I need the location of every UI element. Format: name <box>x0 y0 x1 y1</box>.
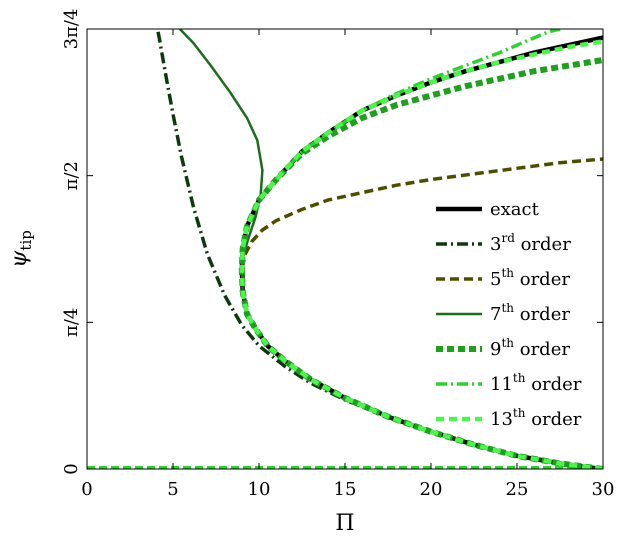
series-line-3 <box>179 29 264 315</box>
y-tick-label-1: π/4 <box>61 308 82 337</box>
legend-label-main-4: 9 <box>490 339 501 360</box>
legend-label-sup-6: th <box>513 406 526 420</box>
y-tick-label-0: 0 <box>61 463 82 474</box>
legend-label-suffix-3: order <box>514 304 570 325</box>
series-line-4 <box>238 57 603 469</box>
legend-label-sup-4: th <box>501 336 514 350</box>
legend-label-2: 5th order <box>490 266 570 290</box>
legend-label-sup-5: th <box>513 371 526 385</box>
y-tick-label-3: 3π/4 <box>61 9 82 50</box>
series-line-6 <box>239 39 603 469</box>
legend-label-4: 9th order <box>490 336 570 360</box>
legend-label-main-5: 11 <box>490 374 513 395</box>
legend-label-sup-3: th <box>501 301 514 315</box>
x-tick-label-5: 25 <box>506 479 529 500</box>
y-axis-label: ψtip <box>7 230 35 268</box>
x-tick-label-0: 0 <box>81 479 92 500</box>
x-axis-label: Π <box>335 511 354 536</box>
legend-label-suffix-2: order <box>514 269 570 290</box>
legend-label-suffix-1: order <box>515 234 571 255</box>
ticks-layer: 0 5 10 15 20 25 30 0 π/4 π/2 3π/4 <box>61 9 614 500</box>
legend-label-main-3: 7 <box>490 304 501 325</box>
legend-label-1: 3rd order <box>490 231 571 255</box>
series-line-1 <box>155 29 603 469</box>
legend-label-6: 13th order <box>490 406 582 430</box>
legend-label-main-1: 3 <box>490 234 501 255</box>
legend-label-main-6: 13 <box>490 409 513 430</box>
y-axis-label-sub: tip <box>17 230 35 250</box>
legend-label-suffix-4: order <box>514 339 570 360</box>
legend-label-main-0: exact <box>490 199 540 220</box>
x-tick-label-2: 10 <box>248 479 271 500</box>
legend-label-main-2: 5 <box>490 269 501 290</box>
legend-label-suffix-6: order <box>525 409 581 430</box>
series-layer <box>155 29 603 469</box>
x-tick-label-4: 20 <box>420 479 443 500</box>
legend-label-suffix-5: order <box>525 374 581 395</box>
x-tick-label-6: 30 <box>592 479 615 500</box>
legend-label-0: exact <box>490 199 540 220</box>
y-tick-label-2: π/2 <box>61 161 82 190</box>
legend-label-5: 11th order <box>490 371 582 395</box>
y-axis-label-main: ψ <box>7 250 32 268</box>
legend-label-3: 7th order <box>490 301 570 325</box>
x-tick-label-3: 15 <box>334 479 357 500</box>
legend-label-sup-1: rd <box>501 231 515 245</box>
x-tick-label-1: 5 <box>167 479 178 500</box>
series-line-2 <box>240 157 603 283</box>
series-line-5 <box>274 29 561 181</box>
legend-label-sup-2: th <box>501 266 514 280</box>
